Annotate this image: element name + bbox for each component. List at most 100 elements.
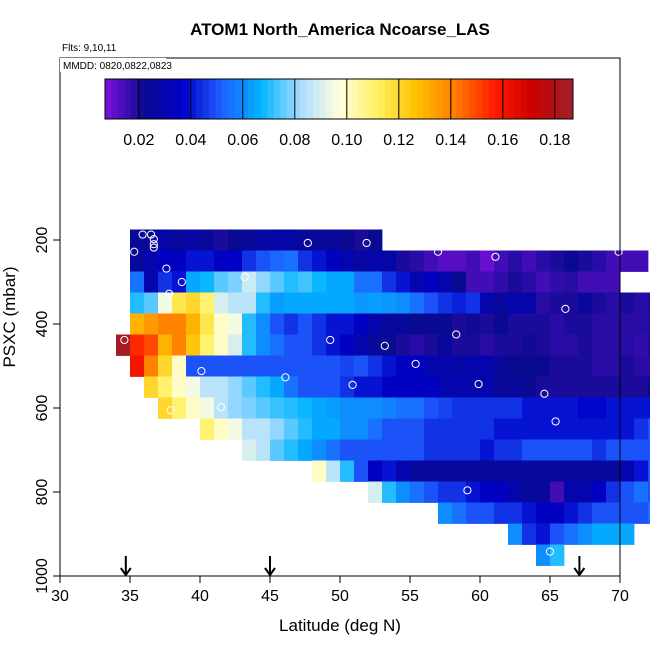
flight-sample-point: [130, 247, 139, 256]
heatmap-cell: [648, 292, 650, 314]
heatmap-cell: [480, 460, 495, 482]
heatmap-cell: [158, 229, 173, 251]
colorbar-segment: [319, 79, 327, 119]
heatmap-cell: [144, 334, 159, 356]
heatmap-cell: [536, 460, 551, 482]
colorbar-segment: [241, 79, 249, 119]
heatmap-cell: [508, 397, 523, 419]
heatmap-cell: [578, 355, 593, 377]
x-tick-label: 30: [51, 588, 69, 605]
heatmap-cell: [312, 229, 327, 251]
heatmap-cell: [242, 313, 257, 335]
heatmap-cell: [326, 460, 341, 482]
heatmap-cell: [522, 355, 537, 377]
x-tick-label: 65: [541, 588, 559, 605]
flight-sample-point: [162, 264, 171, 273]
heatmap-cell: [536, 313, 551, 335]
heatmap-cell: [410, 376, 425, 398]
heatmap-cell: [340, 271, 355, 293]
heatmap-cell: [186, 334, 201, 356]
heatmap-cell: [438, 502, 453, 524]
heatmap-cell: [382, 271, 397, 293]
heatmap-cell: [536, 334, 551, 356]
heatmap-cell: [396, 418, 411, 440]
x-tick-label: 45: [261, 588, 279, 605]
heatmap-cell: [452, 334, 467, 356]
heatmap-cell: [200, 250, 215, 272]
heatmap-cell: [382, 355, 397, 377]
colorbar-segment: [137, 79, 145, 119]
heatmap-cell: [200, 334, 215, 356]
colorbar-tick-label: 0.04: [175, 132, 206, 149]
heatmap-cell: [494, 334, 509, 356]
heatmap-cell: [382, 460, 397, 482]
y-tick-label: 400: [34, 311, 51, 338]
x-tick-label: 70: [611, 588, 629, 605]
heatmap-cell: [564, 418, 579, 440]
heatmap-cell: [368, 481, 383, 503]
heatmap-cell: [452, 313, 467, 335]
heatmap-cell: [438, 460, 453, 482]
heatmap-cell: [522, 460, 537, 482]
colorbar-segment: [540, 79, 548, 119]
heatmap-cell: [354, 271, 369, 293]
heatmap-cell: [606, 481, 621, 503]
heatmap-cell: [354, 397, 369, 419]
colorbar-segment: [475, 79, 483, 119]
heatmap-cell: [466, 481, 481, 503]
colorbar-tick-label: 0.14: [435, 132, 466, 149]
x-axis: 30 35 40 45 50 55 60 65 70: [51, 576, 629, 605]
heatmap-cell: [452, 250, 467, 272]
heatmap-cell: [326, 271, 341, 293]
heatmap-cell: [578, 271, 593, 293]
heatmap-cell: [298, 355, 313, 377]
heatmap-cell: [284, 292, 299, 314]
heatmap-cell: [508, 334, 523, 356]
heatmap-cell: [620, 376, 635, 398]
heatmap-cell: [172, 397, 187, 419]
heatmap-cell: [508, 439, 523, 461]
heatmap-cell: [228, 292, 243, 314]
heatmap-cell: [452, 439, 467, 461]
heatmap-cell: [424, 481, 439, 503]
heatmap-cell: [368, 355, 383, 377]
y-tick-label: 200: [34, 227, 51, 254]
heatmap-cell: [130, 250, 145, 272]
heatmap-cell: [396, 334, 411, 356]
heatmap-cell: [298, 397, 313, 419]
heatmap-cell: [550, 502, 565, 524]
colorbar-segment: [215, 79, 223, 119]
heatmap-cell: [312, 460, 327, 482]
heatmap-cell: [312, 313, 327, 335]
colorbar-segment: [410, 79, 418, 119]
heatmap-cell: [606, 292, 621, 314]
heatmap-cell: [368, 439, 383, 461]
heatmap-cell: [410, 439, 425, 461]
heatmap-cell: [256, 229, 271, 251]
heatmap-cell: [242, 397, 257, 419]
colorbar-segment: [443, 79, 450, 119]
heatmap-cell: [368, 292, 383, 314]
heatmap-cell: [648, 397, 650, 419]
heatmap-cell: [578, 334, 593, 356]
heatmap-cell: [228, 397, 243, 419]
heatmap-cell: [634, 439, 649, 461]
colorbar-segment: [404, 79, 411, 119]
colorbar-segment: [332, 79, 340, 119]
heatmap-cell: [382, 481, 397, 503]
heatmap-cell: [452, 376, 467, 398]
heatmap-cell: [592, 397, 607, 419]
colorbar-segment: [566, 79, 574, 119]
heatmap-cell: [522, 502, 537, 524]
heatmap-cell: [508, 250, 523, 272]
flight-sample-point: [474, 379, 483, 389]
heatmap-cell: [172, 355, 187, 377]
heatmap-cell: [648, 502, 650, 524]
heatmap-cell: [270, 376, 285, 398]
heatmap-cell: [592, 481, 607, 503]
colorbar-segment: [436, 79, 444, 119]
colorbar-segment: [384, 79, 392, 119]
colorbar-segment: [105, 79, 112, 119]
flight-sample-point: [561, 304, 570, 313]
heatmap-cell: [396, 397, 411, 419]
